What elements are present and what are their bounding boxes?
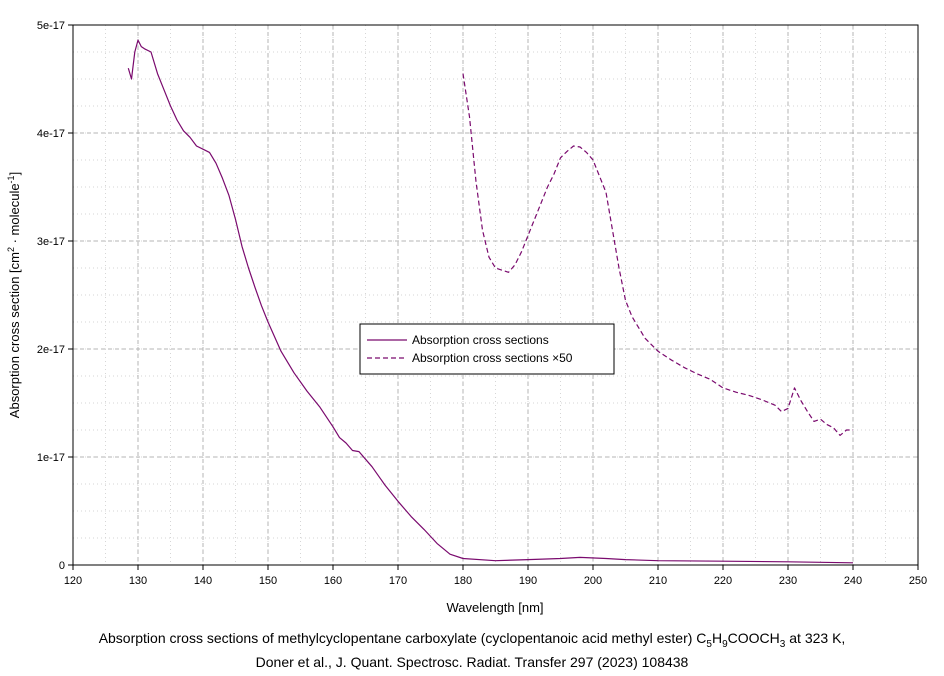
x-tick-label: 240 <box>844 575 862 587</box>
x-tick-label: 210 <box>649 575 667 587</box>
legend-label-series-1: Absorption cross sections <box>412 333 549 347</box>
caption-text-start: Absorption cross sections of methylcyclo… <box>98 630 707 646</box>
y-tick-label: 2e-17 <box>37 344 65 356</box>
spectrum-chart: 120 130 140 150 160 170 180 190 200 210 220 230 240 2… <box>6 20 927 615</box>
x-tick-label: 130 <box>129 575 147 587</box>
y-axis-label-part2: · molecule <box>7 183 22 247</box>
series-layer <box>127 39 854 564</box>
x-tick-label: 200 <box>584 575 602 587</box>
legend-box <box>359 323 615 375</box>
legend-label-series-2: Absorption cross sections ×50 <box>412 351 573 365</box>
y-tick-label: 1e-17 <box>37 452 65 464</box>
x-tick-label: 160 <box>324 575 342 587</box>
x-tick-label: 140 <box>194 575 212 587</box>
x-tick-label: 220 <box>714 575 732 587</box>
caption-text-cooch: COOCH <box>727 630 780 646</box>
x-tick-label: 190 <box>519 575 537 587</box>
series-line-1 <box>127 39 854 564</box>
caption-line-1: Absorption cross sections of methylcyclo… <box>0 630 944 650</box>
x-tick-label: 180 <box>454 575 472 587</box>
y-axis-label-sup2: -1 <box>6 175 16 183</box>
y-tick-label: 0 <box>59 560 65 572</box>
y-axis-label-part1: Absorption cross section [cm <box>7 252 22 418</box>
x-tick-label: 230 <box>779 575 797 587</box>
legend: Absorption cross sections Absorption cro… <box>359 323 615 375</box>
x-axis-label: Wavelength [nm] <box>446 600 543 615</box>
x-tick-label: 120 <box>64 575 82 587</box>
x-tick-label: 150 <box>259 575 277 587</box>
y-axis-label-sup1: 2 <box>6 247 16 252</box>
caption-text-h: H <box>711 630 723 646</box>
y-tick-label: 3e-17 <box>37 236 65 248</box>
grid-lines <box>72 24 919 566</box>
y-axis-label: Absorption cross section [cm2 · molecule… <box>6 172 22 418</box>
y-axis-label-part3: ] <box>7 172 22 176</box>
y-tick-label: 5e-17 <box>37 20 65 32</box>
y-axis: 0 1e-17 2e-17 3e-17 4e-17 5e-17 <box>37 20 73 572</box>
series-line-2 <box>462 73 853 436</box>
x-axis: 120 130 140 150 160 170 180 190 200 210 220 230 240 2… <box>64 565 927 587</box>
plot-frame <box>72 24 919 566</box>
caption-text-end: at 323 K, <box>785 630 846 646</box>
y-tick-label: 4e-17 <box>37 128 65 140</box>
caption-sub-2: 9 <box>722 638 728 650</box>
caption-sub-1: 5 <box>706 638 712 650</box>
caption-line-2: Doner et al., J. Quant. Spectrosc. Radia… <box>255 654 689 670</box>
x-tick-label: 170 <box>389 575 407 587</box>
caption-sub-3: 3 <box>779 638 786 650</box>
x-tick-label: 250 <box>909 575 927 587</box>
